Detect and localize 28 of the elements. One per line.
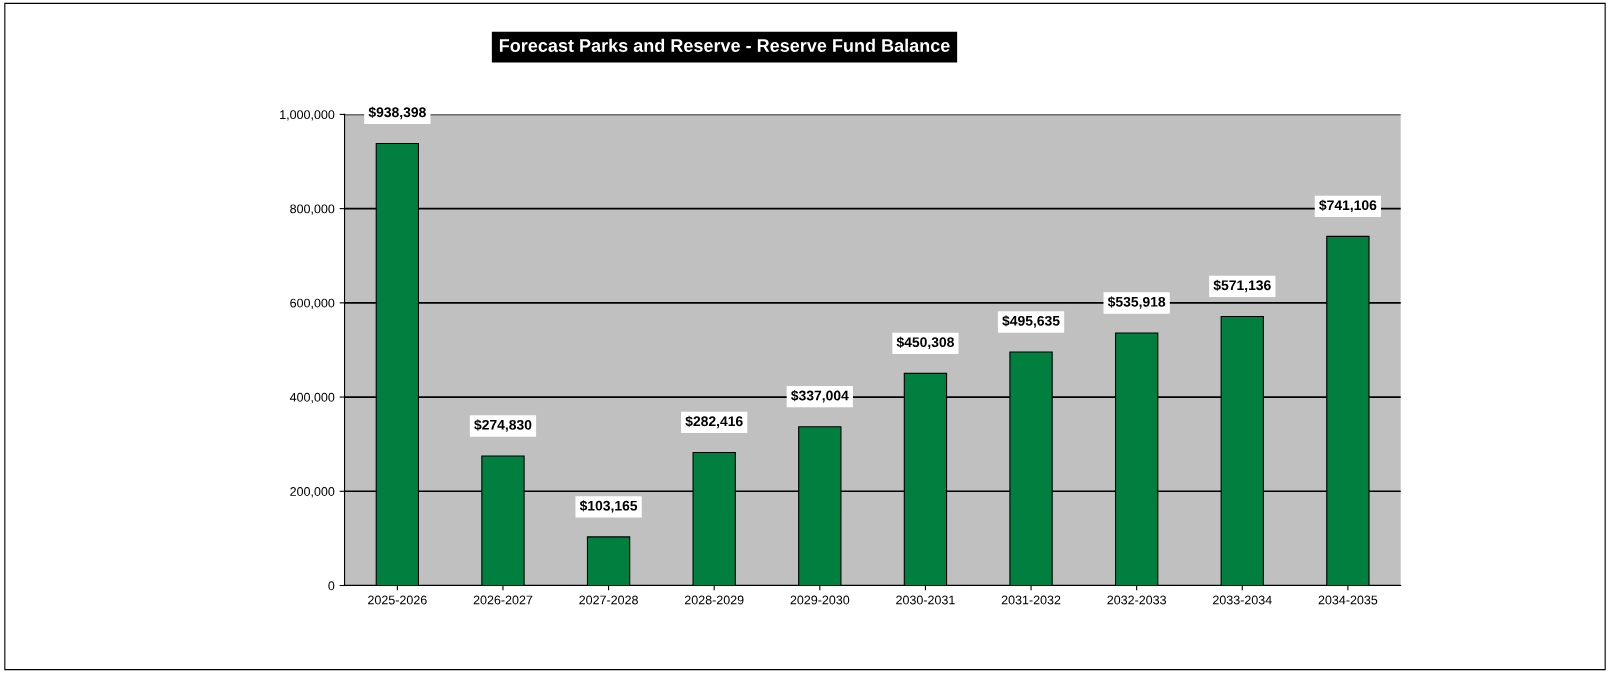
y-tick-label: 200,000: [290, 487, 335, 498]
x-tick-label: 2032-2033: [1107, 595, 1166, 605]
x-tick-label: 2028-2029: [684, 595, 744, 605]
y-tick-label: 800,000: [290, 204, 335, 215]
data-label: $450,308: [896, 336, 954, 350]
x-tick-label: 2031-2032: [1001, 595, 1061, 605]
x-tick-label: 2034-2035: [1318, 595, 1378, 605]
x-tick-label: 2030-2031: [896, 595, 955, 605]
data-label: $495,635: [1002, 315, 1060, 328]
chart-title: Forecast Parks and Reserve - Reserve Fund Balance: [499, 38, 950, 52]
bar: [586, 536, 631, 586]
y-tick-label: 1,000,000: [280, 110, 335, 121]
y-tick-label: 0: [328, 581, 335, 591]
data-label: $535,918: [1107, 296, 1166, 309]
x-tick-label: 2025-2026: [368, 595, 427, 605]
data-label: $103,165: [579, 500, 638, 513]
data-label: $337,004: [791, 390, 849, 403]
data-label: $741,106: [1319, 199, 1377, 213]
data-label: $938,398: [368, 106, 426, 120]
x-tick-label: 2033-2034: [1213, 595, 1272, 605]
data-label: $282,416: [685, 415, 743, 429]
data-label: $571,136: [1213, 279, 1271, 293]
x-tick-label: 2026-2027: [473, 595, 533, 605]
data-label: $274,830: [474, 419, 532, 432]
x-tick-label: 2027-2028: [579, 595, 638, 605]
y-tick-label: 400,000: [289, 392, 335, 404]
y-tick-label: 600,000: [290, 298, 335, 309]
x-tick-label: 2029-2030: [790, 595, 850, 605]
